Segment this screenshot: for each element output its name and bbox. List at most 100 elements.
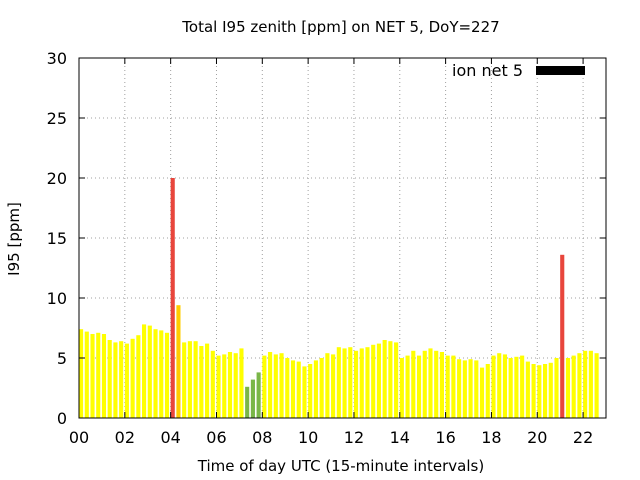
bar-normal	[502, 354, 508, 418]
bar-normal	[542, 364, 548, 418]
bar-normal	[210, 350, 215, 418]
bar-normal	[411, 350, 416, 418]
x-tick-label: 10	[298, 428, 318, 447]
bar-low	[245, 386, 250, 418]
y-tick-label: 10	[47, 289, 67, 308]
legend-swatch	[536, 66, 585, 75]
bar-normal	[422, 350, 427, 418]
bar-normal	[302, 366, 307, 418]
chart-title: Total I95 zenith [ppm] on NET 5, DoY=227	[181, 18, 499, 36]
bar-normal	[285, 358, 290, 418]
bar-normal	[359, 348, 364, 418]
bar-normal	[531, 364, 536, 418]
bar-normal	[296, 361, 301, 418]
y-axis-title: I95 [ppm]	[5, 202, 23, 276]
bar-low	[256, 372, 261, 418]
bar-normal	[331, 354, 336, 418]
x-tick-label: 20	[527, 428, 547, 447]
bar-normal	[193, 341, 198, 418]
bar-normal	[130, 338, 135, 418]
data-bars	[79, 178, 599, 418]
bar-normal	[554, 358, 559, 418]
y-tick-label: 15	[47, 229, 67, 248]
bar-normal	[394, 342, 399, 418]
bar-normal	[520, 355, 525, 418]
bar-normal	[434, 350, 439, 418]
bar-normal	[565, 358, 571, 418]
bar-normal	[376, 343, 381, 418]
bar-normal	[90, 334, 95, 418]
bar-normal	[182, 342, 187, 418]
bar-normal	[262, 355, 267, 418]
bar-normal	[548, 362, 553, 418]
bar-normal	[348, 347, 353, 418]
legend-label: ion net 5	[452, 61, 523, 80]
bar-normal	[479, 367, 485, 418]
bar-normal	[113, 342, 118, 418]
bar-normal	[319, 358, 324, 418]
y-tick-label: 0	[57, 409, 67, 428]
bar-normal	[290, 360, 296, 418]
bar-normal	[268, 352, 273, 418]
bar-normal	[468, 359, 473, 418]
bar-normal	[497, 353, 502, 418]
y-tick-label: 25	[47, 109, 67, 128]
y-tick-labels: 0 5 10 15 20 25 30	[47, 49, 67, 428]
bar-normal	[279, 353, 284, 418]
x-tick-label: 06	[206, 428, 226, 447]
bar-high	[560, 254, 565, 418]
bar-normal	[233, 353, 238, 418]
bar-normal	[239, 348, 244, 418]
bar-normal	[325, 353, 330, 418]
bar-normal	[388, 341, 393, 418]
bar-high	[170, 178, 175, 418]
bar-normal	[159, 330, 164, 418]
bar-normal	[588, 350, 593, 418]
bar-normal	[101, 334, 107, 418]
bar-normal	[439, 352, 445, 418]
bar-normal	[382, 340, 387, 418]
bar-normal	[96, 332, 101, 418]
y-tick-label: 5	[57, 349, 67, 368]
bar-normal	[205, 343, 210, 418]
bar-normal	[199, 346, 204, 418]
bar-normal	[445, 355, 450, 418]
bar-normal	[583, 350, 588, 418]
bar-normal	[514, 356, 519, 418]
bar-normal	[537, 365, 542, 418]
bar-normal	[222, 354, 227, 418]
bar-normal	[491, 355, 496, 418]
bar-normal	[365, 347, 370, 418]
bar-normal	[416, 355, 422, 418]
y-tick-label: 30	[47, 49, 67, 68]
bar-normal	[313, 360, 318, 418]
x-tick-label: 16	[435, 428, 455, 447]
x-tick-label: 08	[252, 428, 272, 447]
bar-normal	[399, 358, 404, 418]
bar-normal	[107, 340, 112, 418]
bar-normal	[508, 358, 513, 418]
bar-normal	[308, 364, 313, 418]
bar-normal	[577, 353, 582, 418]
bar-normal	[474, 360, 479, 418]
bar-normal	[353, 350, 359, 418]
bar-normal	[153, 329, 158, 418]
y-tick-label: 20	[47, 169, 67, 188]
x-tick-label: 02	[115, 428, 135, 447]
bar-normal	[124, 343, 129, 418]
bar-normal	[428, 348, 433, 418]
bar-normal	[227, 352, 233, 418]
bar-normal	[147, 325, 152, 418]
bar-low	[250, 379, 255, 418]
x-tick-label: 18	[481, 428, 501, 447]
x-tick-label: 00	[69, 428, 89, 447]
legend: ion net 5	[452, 61, 585, 80]
bar-normal	[84, 331, 89, 418]
bar-normal	[405, 355, 410, 418]
x-axis-title: Time of day UTC (15-minute intervals)	[197, 457, 484, 475]
bar-normal	[119, 341, 124, 418]
bar-normal	[273, 354, 278, 418]
bar-normal	[594, 353, 599, 418]
bar-normal	[457, 359, 462, 418]
